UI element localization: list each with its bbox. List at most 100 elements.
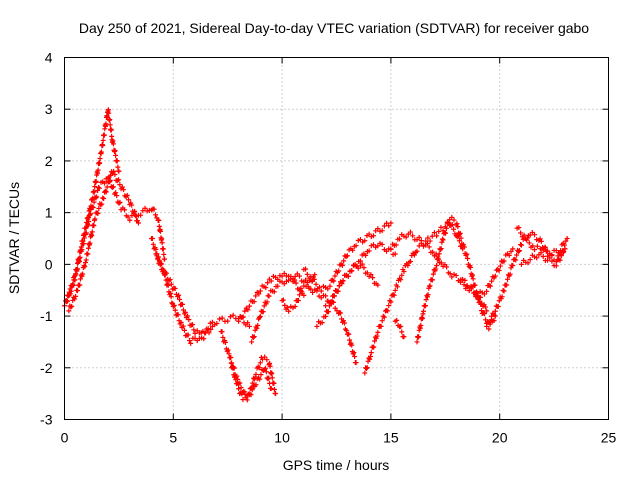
data-point xyxy=(165,282,171,288)
data-point xyxy=(314,288,320,294)
data-point xyxy=(82,264,88,270)
data-point xyxy=(88,203,94,209)
data-point xyxy=(422,303,428,309)
data-point xyxy=(471,290,477,296)
data-point xyxy=(338,310,344,316)
data-point xyxy=(443,225,449,231)
data-point xyxy=(563,238,569,244)
series-sat-c xyxy=(66,168,141,314)
data-point xyxy=(449,214,455,220)
data-point xyxy=(297,273,303,279)
data-point xyxy=(433,266,439,272)
data-point xyxy=(484,288,490,294)
data-point xyxy=(446,220,452,226)
data-point xyxy=(424,240,430,246)
data-point xyxy=(332,273,338,279)
data-point xyxy=(425,235,431,241)
data-point xyxy=(113,152,119,158)
data-point xyxy=(69,303,75,309)
series-sat-e xyxy=(153,251,252,346)
data-point xyxy=(394,284,400,290)
data-point xyxy=(85,222,91,228)
data-point xyxy=(112,148,118,154)
data-point xyxy=(407,258,413,264)
series-sat-m xyxy=(323,261,381,309)
data-point xyxy=(112,171,118,177)
data-point xyxy=(379,228,385,234)
data-point xyxy=(230,312,236,318)
data-point xyxy=(512,256,518,262)
data-point xyxy=(271,289,277,295)
data-point xyxy=(506,252,512,258)
series-sat-b xyxy=(64,107,122,304)
data-point xyxy=(353,243,359,249)
data-point xyxy=(95,167,101,173)
data-point xyxy=(496,268,502,274)
data-point xyxy=(362,238,368,244)
data-point xyxy=(267,363,273,369)
data-point xyxy=(331,293,337,299)
data-point xyxy=(414,248,420,254)
data-point xyxy=(312,272,318,278)
y-tick-label: 4 xyxy=(45,50,53,66)
data-point xyxy=(170,303,176,309)
data-point xyxy=(468,264,474,270)
data-point xyxy=(258,372,264,378)
x-axis-label: GPS time / hours xyxy=(283,457,390,473)
data-point xyxy=(257,360,263,366)
data-point xyxy=(138,212,144,218)
data-point xyxy=(284,305,290,311)
data-point xyxy=(238,385,244,391)
data-point xyxy=(201,336,207,342)
data-point xyxy=(331,278,337,284)
data-point xyxy=(399,329,405,335)
x-tick-label: 20 xyxy=(492,430,508,446)
data-point xyxy=(244,397,250,403)
data-point xyxy=(410,233,416,239)
data-point xyxy=(549,252,555,258)
data-point xyxy=(475,293,481,299)
data-point xyxy=(561,249,567,255)
data-point xyxy=(301,292,307,298)
data-point xyxy=(223,339,229,345)
data-point xyxy=(219,315,225,321)
data-points xyxy=(62,107,570,403)
data-point xyxy=(251,299,257,305)
data-point xyxy=(562,246,568,252)
data-point xyxy=(292,303,298,309)
data-point xyxy=(526,240,532,246)
data-point xyxy=(90,195,96,201)
data-point xyxy=(266,293,272,299)
data-point xyxy=(209,319,215,325)
data-point xyxy=(167,277,173,283)
data-point xyxy=(438,246,444,252)
data-point xyxy=(416,243,422,249)
data-point xyxy=(385,308,391,314)
data-point xyxy=(398,323,404,329)
data-point xyxy=(94,210,100,216)
data-point xyxy=(121,187,127,193)
data-point xyxy=(116,168,122,174)
data-point xyxy=(304,271,310,277)
data-point xyxy=(491,312,497,318)
data-point xyxy=(103,121,109,127)
data-point xyxy=(303,266,309,272)
data-point xyxy=(443,230,449,236)
data-point xyxy=(91,199,97,205)
data-point xyxy=(110,184,116,190)
data-point xyxy=(499,294,505,300)
data-point xyxy=(439,236,445,242)
data-point xyxy=(230,365,236,371)
data-point xyxy=(549,258,555,264)
data-point xyxy=(205,325,211,331)
data-point xyxy=(156,217,162,223)
data-point xyxy=(282,302,288,308)
data-point xyxy=(418,238,424,244)
data-point xyxy=(81,231,87,237)
data-point xyxy=(257,313,263,319)
data-point xyxy=(381,223,387,229)
data-point xyxy=(464,284,470,290)
data-point xyxy=(196,336,202,342)
data-point xyxy=(403,234,409,240)
data-point xyxy=(256,365,262,371)
